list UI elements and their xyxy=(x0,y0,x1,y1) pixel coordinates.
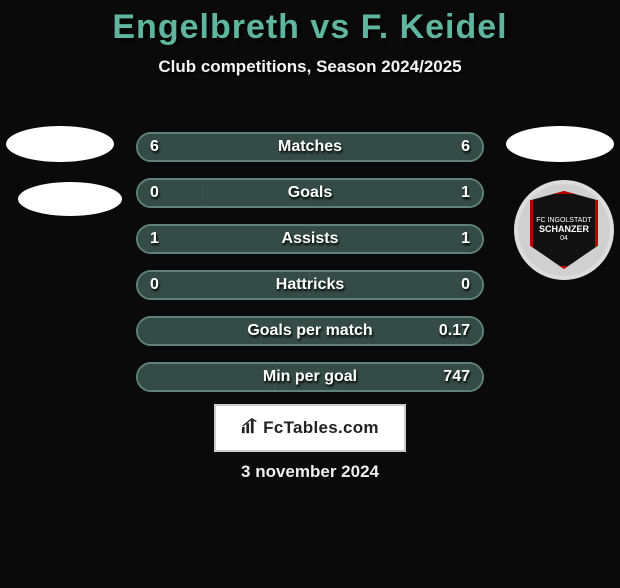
stat-value-right: 0 xyxy=(461,276,470,294)
stat-label: Goals per match xyxy=(247,322,372,340)
stat-fill-left xyxy=(138,318,262,344)
crest-text: FC INGOLSTADT SCHANZER 04 xyxy=(536,217,591,242)
player-right-avatar xyxy=(506,126,614,162)
player-right-name: F. Keidel xyxy=(361,8,508,46)
fctables-text: FcTables.com xyxy=(263,418,379,438)
crest-mid: SCHANZER xyxy=(536,225,591,235)
stat-row: Min per goal 747 xyxy=(136,362,484,392)
stat-row: Goals per match 0.17 xyxy=(136,316,484,346)
stats-container: 6 Matches 6 0 Goals 1 1 Assists 1 0 Hattricks 0 Goal… xyxy=(136,132,484,408)
chart-icon xyxy=(241,417,259,440)
page-title: Engelbreth vs F. Keidel xyxy=(0,8,620,47)
player-left-avatar xyxy=(6,126,114,162)
stat-label: Goals xyxy=(288,184,332,202)
stat-value-right: 6 xyxy=(461,138,470,156)
stat-label: Hattricks xyxy=(276,276,344,294)
crest-shield-icon: FC INGOLSTADT SCHANZER 04 xyxy=(530,191,598,269)
footer-date: 3 november 2024 xyxy=(241,462,379,482)
stat-row: 1 Assists 1 xyxy=(136,224,484,254)
stat-row: 0 Hattricks 0 xyxy=(136,270,484,300)
stat-label: Min per goal xyxy=(263,368,357,386)
stat-fill-right xyxy=(203,180,482,206)
stat-label: Assists xyxy=(282,230,339,248)
stat-value-right: 1 xyxy=(461,230,470,248)
team-left-placeholder xyxy=(18,182,122,216)
team-right-crest: FC INGOLSTADT SCHANZER 04 xyxy=(514,180,614,280)
stat-value-right: 747 xyxy=(443,368,470,386)
stat-label: Matches xyxy=(278,138,342,156)
stat-row: 6 Matches 6 xyxy=(136,132,484,162)
vs-text: vs xyxy=(310,8,350,46)
fctables-logo: FcTables.com xyxy=(214,404,406,452)
stat-row: 0 Goals 1 xyxy=(136,178,484,208)
subtitle: Club competitions, Season 2024/2025 xyxy=(0,57,620,77)
stat-fill-left xyxy=(138,180,203,206)
stat-value-right: 0.17 xyxy=(439,322,470,340)
stat-value-left: 1 xyxy=(150,230,159,248)
stat-value-right: 1 xyxy=(461,184,470,202)
stat-fill-left xyxy=(138,364,276,390)
stat-value-left: 0 xyxy=(150,276,159,294)
stat-value-left: 0 xyxy=(150,184,159,202)
crest-btm: 04 xyxy=(536,235,591,243)
stat-value-left: 6 xyxy=(150,138,159,156)
player-left-name: Engelbreth xyxy=(112,8,300,46)
